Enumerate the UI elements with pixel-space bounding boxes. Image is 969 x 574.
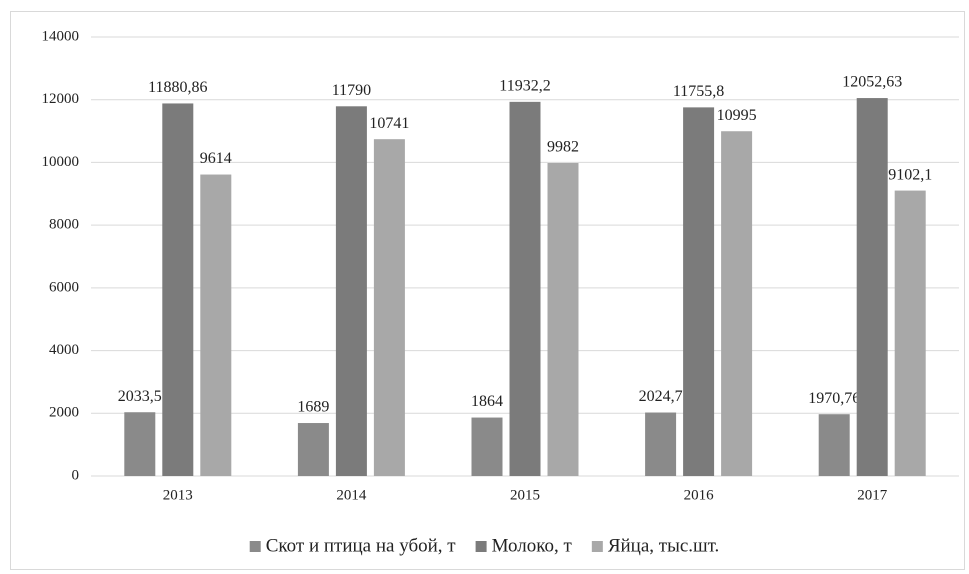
- bar: [509, 101, 541, 476]
- data-label: 10995: [717, 107, 757, 124]
- legend-label: Яйца, тыс.шт.: [608, 535, 719, 556]
- y-tick-label: 14000: [42, 28, 80, 44]
- bar: [645, 412, 677, 476]
- y-tick-label: 2000: [49, 405, 79, 421]
- legend-swatch: [249, 541, 261, 552]
- x-tick-label: 2013: [163, 487, 193, 503]
- y-tick-label: 8000: [49, 217, 79, 233]
- data-label: 1864: [471, 393, 503, 410]
- bar: [297, 423, 329, 476]
- data-label: 11880,86: [148, 79, 207, 96]
- bar: [856, 98, 888, 476]
- data-label: 1689: [297, 399, 329, 416]
- y-tick-label: 0: [72, 467, 80, 483]
- x-tick-label: 2016: [684, 487, 715, 503]
- bar: [894, 190, 926, 476]
- data-label: 9982: [547, 139, 579, 156]
- y-tick-label: 4000: [49, 342, 79, 358]
- data-label: 9102,1: [888, 166, 932, 183]
- data-label: 12052,63: [842, 74, 902, 91]
- data-label: 11755,8: [673, 83, 724, 100]
- data-label: 10741: [369, 115, 409, 132]
- bar: [818, 414, 850, 476]
- y-tick-label: 10000: [42, 154, 80, 170]
- legend-label: Скот и птица на убой, т: [266, 535, 457, 556]
- data-label: 2024,7: [639, 388, 683, 405]
- y-tick-label: 6000: [49, 279, 79, 295]
- legend-label: Молоко, т: [492, 535, 573, 556]
- bar: [471, 417, 503, 476]
- bar: [373, 139, 405, 476]
- bar: [162, 103, 194, 477]
- bar: [547, 162, 579, 477]
- data-label: 1970,76: [808, 390, 860, 407]
- x-tick-label: 2017: [857, 487, 888, 503]
- data-label: 9614: [200, 150, 232, 167]
- bar: [721, 131, 753, 476]
- bar: [124, 412, 156, 476]
- bar: [683, 107, 715, 476]
- data-label: 2033,5: [118, 388, 162, 405]
- x-tick-label: 2015: [510, 487, 540, 503]
- bar: [200, 174, 232, 477]
- data-label: 11932,2: [499, 78, 550, 95]
- x-tick-label: 2014: [336, 487, 367, 503]
- bar: [335, 106, 367, 476]
- data-label: 11790: [332, 82, 371, 99]
- legend-swatch: [591, 541, 603, 552]
- legend-swatch: [475, 541, 487, 552]
- y-tick-label: 12000: [42, 91, 80, 107]
